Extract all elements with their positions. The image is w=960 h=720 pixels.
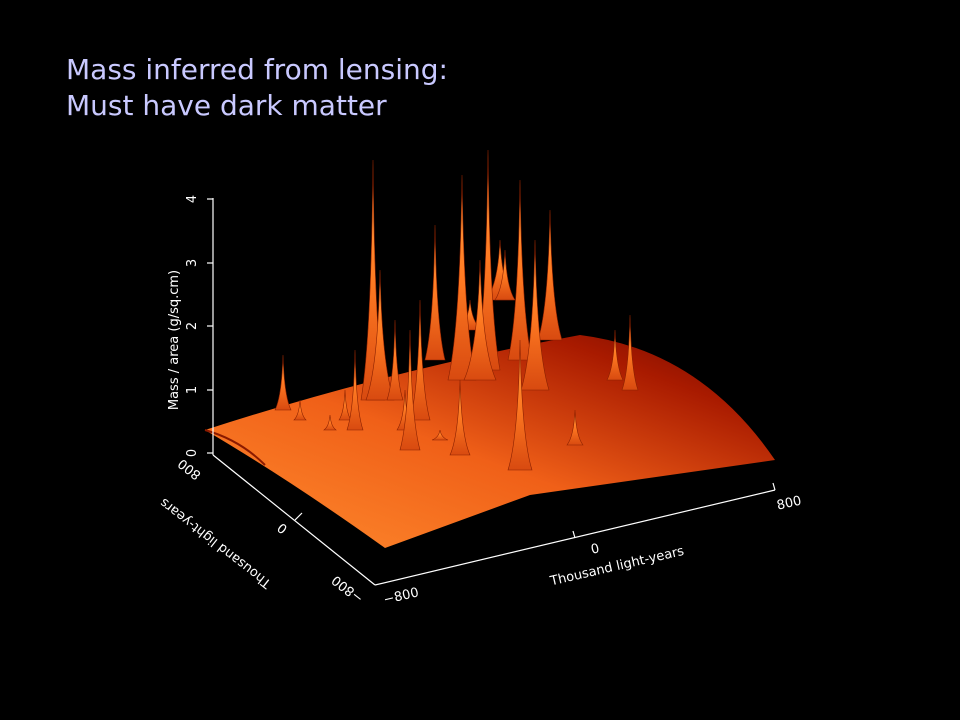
spike — [449, 379, 471, 456]
spike — [431, 429, 449, 441]
spike — [346, 349, 364, 431]
spike — [566, 409, 584, 446]
z-tick-label: 1 — [185, 386, 200, 394]
spike — [494, 249, 516, 301]
z-axis-label: Mass / area (g/sq.cm) — [167, 270, 182, 410]
y-tick-label: −800 — [329, 572, 366, 606]
spike — [323, 414, 337, 431]
spike — [386, 319, 404, 401]
spike — [409, 299, 431, 421]
title-line: Mass inferred from lensing: — [66, 53, 448, 86]
spike — [537, 209, 563, 341]
surface-edge — [204, 429, 266, 466]
spikes — [274, 149, 639, 471]
spike — [507, 179, 533, 361]
spike — [338, 389, 352, 421]
spike — [274, 354, 292, 411]
spike — [520, 239, 550, 391]
x-tick-label: −800 — [382, 585, 420, 608]
spike — [365, 269, 395, 401]
spike — [606, 329, 624, 381]
z-tick-label: 4 — [185, 195, 200, 203]
y-tick-label: 0 — [275, 519, 291, 536]
y-axis-label: Thousand light-years — [157, 495, 275, 592]
z-tick-label: 3 — [185, 259, 200, 267]
z-tick-label: 2 — [185, 322, 200, 330]
spike — [293, 399, 307, 421]
x-tick-label: 800 — [775, 493, 803, 513]
x-axis-label: Thousand light-years — [548, 544, 686, 590]
spike — [621, 314, 639, 391]
y-tick-label: 800 — [175, 455, 204, 482]
spike — [463, 259, 497, 381]
spike — [399, 329, 421, 451]
z-tick-label: 0 — [185, 449, 200, 457]
x-tick-label: 0 — [589, 541, 600, 557]
spike — [424, 224, 446, 361]
axes — [207, 198, 776, 586]
title-line: Must have dark matter — [66, 89, 387, 122]
spike — [447, 174, 477, 381]
spike — [507, 339, 533, 471]
